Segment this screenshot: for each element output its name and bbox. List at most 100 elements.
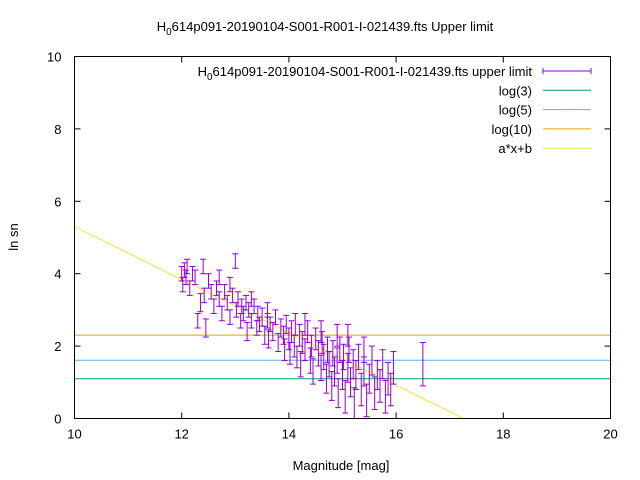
data-point [336, 336, 343, 363]
data-point [318, 354, 325, 381]
y-axis-label: ln sn [6, 223, 21, 250]
x-axis-label: Magnitude [mag] [293, 458, 390, 473]
data-point [377, 369, 384, 403]
data-point [347, 367, 354, 398]
data-point [184, 258, 191, 275]
data-point [216, 269, 223, 286]
data-point [240, 305, 247, 322]
data-point [358, 372, 365, 407]
data-point [318, 320, 325, 343]
y-tick-label: 6 [54, 194, 61, 209]
data-point [197, 293, 204, 313]
data-point [281, 338, 288, 362]
data-point [245, 302, 252, 318]
data-point [280, 325, 287, 345]
data-point [261, 325, 268, 345]
data-point [301, 313, 308, 336]
data-point [326, 351, 333, 378]
data-point [264, 302, 271, 318]
data-point [387, 372, 394, 407]
legend-swatch [542, 68, 592, 74]
chart-title-main: H [157, 19, 166, 34]
data-point [234, 291, 241, 307]
data-point [283, 314, 290, 334]
x-tick-label: 10 [67, 427, 81, 442]
data-point [334, 323, 341, 347]
data-point [320, 343, 327, 371]
data-point [194, 313, 201, 329]
data-point [308, 334, 315, 358]
data-point [323, 363, 330, 394]
y-tick-label: 10 [47, 50, 61, 65]
data-point [334, 347, 341, 374]
data-point [360, 336, 367, 363]
data-point [366, 363, 373, 394]
data-point [296, 323, 303, 347]
data-point [342, 379, 349, 414]
plot-border [74, 56, 611, 419]
legend-label: a*x+b [498, 141, 532, 156]
y-tick-label: 4 [54, 267, 61, 282]
data-point [419, 341, 426, 387]
data-point [200, 258, 207, 275]
data-point [355, 343, 362, 371]
data-point [285, 327, 292, 351]
data-point [331, 356, 338, 387]
y-tick-label: 0 [54, 412, 61, 427]
data-point [189, 265, 196, 282]
data-point [202, 318, 209, 338]
data-point [210, 298, 217, 315]
data-point [269, 322, 276, 342]
data-point [344, 323, 351, 347]
data-point [192, 269, 199, 286]
x-tick-label: 12 [174, 427, 188, 442]
legend-label: H0614p091-20190104-S001-R001-I-021439.ft… [198, 64, 533, 83]
chart-title-subscript: 0 [166, 27, 172, 38]
legend: H0614p091-20190104-S001-R001-I-021439.ft… [198, 64, 592, 156]
chart-title-rest: 614p091-20190104-S001-R001-I-021439.fts … [172, 19, 494, 34]
data-point [232, 253, 239, 269]
data-point [275, 332, 282, 353]
data-point [335, 378, 342, 409]
data-point [226, 276, 233, 293]
data-point [292, 313, 299, 336]
data-point [256, 316, 263, 333]
data-point [339, 360, 346, 391]
data-point [368, 345, 375, 376]
data-point [379, 349, 386, 380]
data-point [340, 343, 347, 371]
data-point [390, 351, 397, 385]
data-point [244, 322, 251, 342]
data-point [272, 309, 279, 325]
data-point [221, 284, 228, 300]
x-tick-label: 16 [389, 427, 403, 442]
data-point [382, 379, 389, 414]
data-point [312, 327, 319, 351]
data-point [363, 383, 370, 418]
data-point [226, 309, 233, 325]
chart-title: H0614p091-20190104-S001-R001-I-021439.ft… [157, 19, 494, 38]
data-point [178, 265, 185, 282]
x-tick-label: 20 [603, 427, 617, 442]
y-tick-label: 2 [54, 339, 61, 354]
data-point [345, 336, 352, 363]
data-point [350, 349, 357, 380]
legend-label: log(10) [492, 122, 532, 137]
x-tick-label: 14 [282, 427, 296, 442]
plot-area [74, 226, 611, 419]
data-point [307, 347, 314, 374]
data-point [288, 320, 295, 343]
y-tick-label: 8 [54, 122, 61, 137]
data-point [277, 318, 284, 338]
axis-ticks: 10 12 14 16 18 20 0 2 4 6 8 10 [47, 50, 618, 442]
data-point [371, 376, 378, 410]
legend-label: log(5) [499, 103, 532, 118]
data-point [374, 360, 381, 391]
data-point [248, 291, 255, 307]
data-point [205, 273, 212, 289]
data-point [213, 280, 220, 296]
x-tick-label: 18 [496, 427, 510, 442]
data-point [385, 361, 392, 396]
data-point [304, 320, 311, 343]
